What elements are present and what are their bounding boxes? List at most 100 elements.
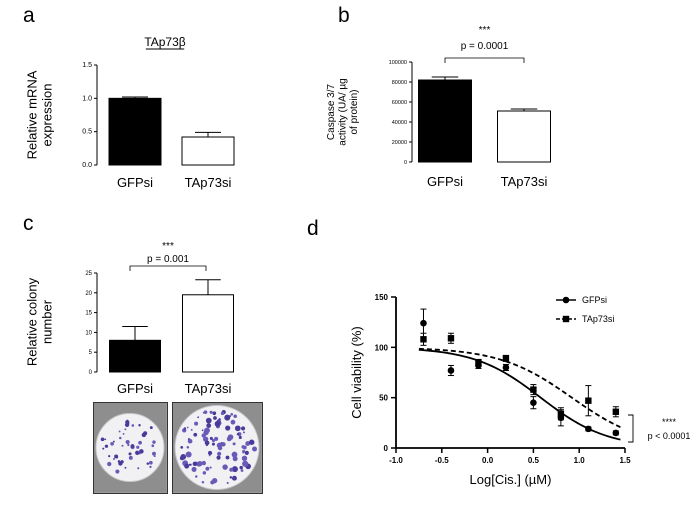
y-tick-label: 10 [85, 330, 92, 336]
colony-dot [224, 414, 231, 421]
colony-dot [112, 440, 115, 443]
colony-dot [242, 445, 247, 450]
bar-TAp73si [181, 136, 235, 166]
colony-dot [230, 412, 234, 416]
significance-stars: **** [662, 417, 677, 427]
y-tick-label: 5 [89, 350, 93, 356]
colony-dot [130, 444, 135, 448]
colony-dot [217, 451, 222, 456]
colony-dot [239, 465, 243, 470]
panel-d-dose-response-chart: 0 50 100 150 -1.0 -0.5 0.0 0.5 1.0 1.5 Log[Cis.] (… [349, 293, 690, 487]
y-axis-title-line: number [39, 299, 54, 344]
colony-dot [214, 436, 219, 441]
y-tick-label: 1.5 [82, 62, 92, 69]
colony-dot [204, 427, 210, 434]
colony-dot [190, 428, 193, 431]
colony-dot [229, 467, 234, 472]
data-point-TAp73si [447, 335, 455, 342]
panel-label-d: d [307, 217, 319, 240]
y-tick-label: 1.0 [82, 95, 92, 102]
colony-dot [212, 478, 218, 484]
x-tick-label: 1.5 [619, 456, 631, 465]
colony-plate-tap73si-image [173, 403, 261, 492]
colony-dot [186, 426, 189, 429]
bar-GFPsi [109, 339, 161, 373]
colony-dot [220, 411, 225, 416]
colony-dot [110, 441, 114, 446]
y-axis-title-line: Relative colony [24, 277, 39, 366]
colony-dot [225, 425, 231, 431]
colony-dot [115, 456, 119, 459]
colony-dot [138, 424, 141, 427]
bar-GFPsi [418, 79, 472, 163]
colony-dot [125, 440, 130, 445]
colony-dot [227, 434, 234, 440]
significance-bracket [444, 57, 525, 63]
colony-dot [193, 432, 198, 437]
bar-GFPsi [108, 97, 162, 166]
colony-dot [197, 416, 200, 419]
colony-dot [191, 466, 197, 472]
colony-dot [139, 449, 144, 454]
colony-dot [201, 429, 204, 432]
category-label: TAp73si [185, 175, 232, 190]
legend-marker-GFPsi [562, 296, 570, 304]
data-point-TAp73si [502, 355, 510, 362]
y-axis-title-line: Relative mRNA [24, 70, 39, 159]
colony-dot [149, 465, 152, 469]
colony-dot [231, 475, 237, 481]
data-point-GFPsi [612, 429, 620, 437]
significance-stars: *** [479, 25, 491, 36]
data-point-GFPsi [420, 319, 427, 327]
colony-dot [138, 440, 142, 445]
colony-dot [128, 452, 132, 456]
colony-dot [212, 411, 217, 416]
colony-dot [201, 481, 205, 484]
colony-plate-gfpsi [93, 402, 168, 494]
colony-dot [204, 440, 210, 446]
y-tick-label: 20000 [392, 140, 407, 146]
colony-dot [124, 428, 127, 431]
colony-dot [128, 455, 133, 460]
colony-dot [192, 461, 198, 467]
y-tick-label: 80000 [392, 80, 407, 86]
y-tick-label: 20 [85, 291, 92, 297]
colony-dot [119, 436, 122, 440]
colony-dot [211, 442, 215, 446]
colony-dot [131, 424, 135, 427]
y-axis-title-line: of protein) [349, 89, 360, 134]
panel-a-bar-chart: 0.0 0.5 1.0 1.5 GFPsi TAp73si Relative mRNAexp… [24, 35, 235, 190]
category-label: TAp73si [185, 381, 232, 396]
significance-stars: *** [162, 241, 174, 252]
chart-title: TAp73β [144, 35, 185, 49]
colony-dot [188, 463, 191, 466]
x-axis-title: Log[Cis.] (µM) [470, 472, 552, 487]
category-label: GFPsi [117, 175, 153, 190]
colony-dot [146, 462, 150, 465]
colony-dot [108, 455, 111, 458]
colony-dot [183, 427, 187, 430]
colony-dot [121, 444, 124, 447]
colony-dot [185, 451, 192, 458]
panel-c-bar-chart: 0 5 10 15 20 25 GFPsi TAp73si Relative colonynum… [24, 241, 234, 396]
colony-dot [149, 426, 153, 430]
colony-dot [104, 438, 107, 441]
colony-dot [241, 455, 248, 462]
colony-dot [135, 450, 140, 455]
colony-dot [225, 455, 230, 460]
y-tick-label: 40000 [392, 120, 407, 126]
y-tick-label: 0.0 [82, 162, 92, 169]
colony-dot [228, 415, 231, 418]
bar-TAp73si [497, 110, 551, 163]
colony-dot [107, 461, 112, 467]
data-point-TAp73si [612, 408, 620, 415]
significance-p-value: p = 0.001 [147, 254, 189, 265]
colony-dot [238, 435, 242, 440]
colony-dot [136, 445, 140, 449]
data-point-TAp73si [557, 410, 565, 417]
colony-dot [202, 436, 209, 442]
y-tick-label: 15 [85, 311, 92, 317]
colony-dot [205, 466, 210, 471]
y-tick-label: 0 [89, 370, 93, 376]
colony-dot [212, 439, 215, 443]
